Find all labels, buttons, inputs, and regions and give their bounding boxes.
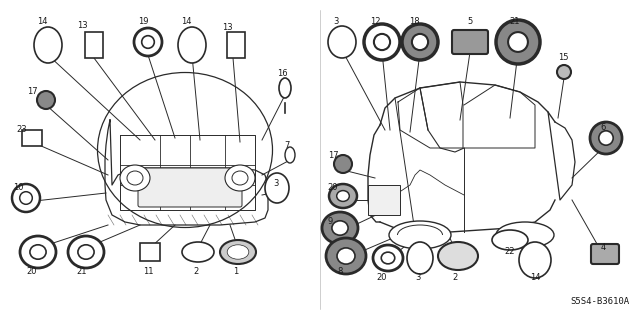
Bar xyxy=(85,32,103,58)
Ellipse shape xyxy=(20,236,56,268)
Text: 1: 1 xyxy=(234,268,239,277)
Ellipse shape xyxy=(220,240,256,264)
Text: 3: 3 xyxy=(273,179,278,188)
FancyBboxPatch shape xyxy=(368,185,400,215)
Ellipse shape xyxy=(322,212,358,244)
Bar xyxy=(227,32,245,58)
Text: 20: 20 xyxy=(27,268,37,277)
Ellipse shape xyxy=(389,221,451,249)
Ellipse shape xyxy=(285,147,295,163)
Ellipse shape xyxy=(332,221,348,235)
Ellipse shape xyxy=(599,131,613,145)
Ellipse shape xyxy=(20,192,32,204)
Ellipse shape xyxy=(265,173,289,203)
Text: 13: 13 xyxy=(221,24,232,33)
Ellipse shape xyxy=(590,122,622,154)
Ellipse shape xyxy=(508,32,528,52)
FancyBboxPatch shape xyxy=(138,168,242,207)
Text: 21: 21 xyxy=(509,18,520,26)
Text: 8: 8 xyxy=(337,268,342,277)
Ellipse shape xyxy=(496,20,540,64)
Bar xyxy=(140,243,160,261)
Ellipse shape xyxy=(519,242,551,278)
Ellipse shape xyxy=(412,34,428,50)
Text: 9: 9 xyxy=(328,218,333,226)
Ellipse shape xyxy=(68,236,104,268)
FancyBboxPatch shape xyxy=(591,244,619,264)
Text: 17: 17 xyxy=(328,151,339,160)
Text: 16: 16 xyxy=(276,69,287,78)
Text: 17: 17 xyxy=(27,87,37,97)
Ellipse shape xyxy=(337,190,349,201)
Text: 14: 14 xyxy=(180,18,191,26)
Text: 3: 3 xyxy=(333,18,339,26)
Ellipse shape xyxy=(326,238,366,274)
Ellipse shape xyxy=(178,27,206,63)
Text: 12: 12 xyxy=(370,18,380,26)
Text: S5S4-B3610A: S5S4-B3610A xyxy=(570,297,630,306)
Ellipse shape xyxy=(182,242,214,262)
Ellipse shape xyxy=(34,27,62,63)
Text: 21: 21 xyxy=(77,268,87,277)
Ellipse shape xyxy=(127,171,143,185)
Ellipse shape xyxy=(225,165,255,191)
Ellipse shape xyxy=(381,252,395,264)
Ellipse shape xyxy=(141,36,154,48)
Ellipse shape xyxy=(120,165,150,191)
Text: 19: 19 xyxy=(138,18,148,26)
Text: 18: 18 xyxy=(409,18,419,26)
Text: 2: 2 xyxy=(452,273,458,283)
Ellipse shape xyxy=(407,242,433,274)
Text: 14: 14 xyxy=(530,273,540,283)
Text: 7: 7 xyxy=(284,140,290,150)
Text: 10: 10 xyxy=(13,183,23,192)
Text: 11: 11 xyxy=(143,268,153,277)
Ellipse shape xyxy=(373,245,403,271)
Ellipse shape xyxy=(438,242,478,270)
Text: 20: 20 xyxy=(328,183,339,192)
Ellipse shape xyxy=(12,184,40,212)
Text: 20: 20 xyxy=(377,273,387,283)
Ellipse shape xyxy=(279,78,291,98)
Text: 22: 22 xyxy=(505,248,515,256)
Text: 3: 3 xyxy=(415,273,420,283)
Ellipse shape xyxy=(78,245,94,259)
Ellipse shape xyxy=(328,26,356,58)
Ellipse shape xyxy=(402,24,438,60)
Ellipse shape xyxy=(557,65,571,79)
Text: 23: 23 xyxy=(17,125,28,135)
Ellipse shape xyxy=(329,184,357,208)
Ellipse shape xyxy=(374,34,390,50)
Ellipse shape xyxy=(227,245,249,259)
Ellipse shape xyxy=(232,171,248,185)
FancyBboxPatch shape xyxy=(452,30,488,54)
Text: 6: 6 xyxy=(600,123,605,132)
Ellipse shape xyxy=(30,245,46,259)
Text: 13: 13 xyxy=(77,20,87,29)
Ellipse shape xyxy=(334,155,352,173)
Ellipse shape xyxy=(337,248,355,264)
Ellipse shape xyxy=(37,91,55,109)
Ellipse shape xyxy=(364,24,400,60)
Ellipse shape xyxy=(496,222,554,248)
Text: 14: 14 xyxy=(36,18,47,26)
Ellipse shape xyxy=(492,230,528,250)
Bar xyxy=(22,130,42,146)
Text: 2: 2 xyxy=(193,268,198,277)
Text: 5: 5 xyxy=(467,18,472,26)
Text: 4: 4 xyxy=(600,243,605,253)
Text: 15: 15 xyxy=(557,54,568,63)
Ellipse shape xyxy=(134,28,162,56)
